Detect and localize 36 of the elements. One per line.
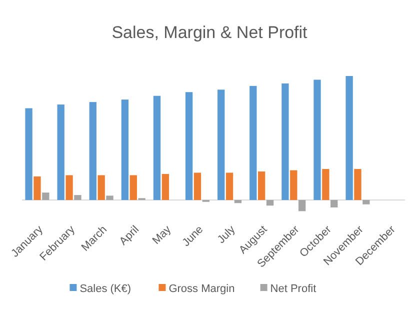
bar: [330, 200, 338, 208]
bar: [98, 175, 105, 200]
bar: [194, 172, 202, 200]
x-tick-label: July: [215, 223, 238, 246]
bar: [266, 200, 274, 206]
legend-label: Gross Margin: [168, 283, 235, 295]
legend-label: Net Profit: [270, 283, 316, 295]
bar: [89, 102, 96, 200]
chart-title: Sales, Margin & Net Profit: [112, 23, 308, 42]
bar: [121, 100, 129, 200]
bar: [322, 169, 330, 200]
bar: [25, 108, 32, 200]
bar: [290, 170, 298, 200]
bar: [346, 76, 353, 200]
bar: [162, 174, 170, 200]
bar: [42, 192, 50, 200]
bar: [130, 175, 137, 200]
bar: [106, 196, 114, 200]
x-tick-label: May: [150, 223, 174, 247]
bar: [34, 176, 41, 200]
bar: [258, 171, 266, 200]
bar: [250, 86, 257, 200]
bar: [57, 104, 64, 200]
bar: [226, 172, 234, 200]
bar: [74, 195, 82, 200]
bar: [218, 90, 225, 200]
bar: [153, 96, 161, 200]
bar: [185, 92, 193, 200]
bar: [354, 169, 362, 200]
bar: [66, 175, 73, 200]
bar: [298, 200, 306, 212]
bar: [282, 83, 289, 200]
bar: [362, 200, 370, 204]
bar: [314, 80, 321, 200]
legend-label: Sales (K€): [80, 283, 132, 295]
bar: [234, 200, 242, 204]
